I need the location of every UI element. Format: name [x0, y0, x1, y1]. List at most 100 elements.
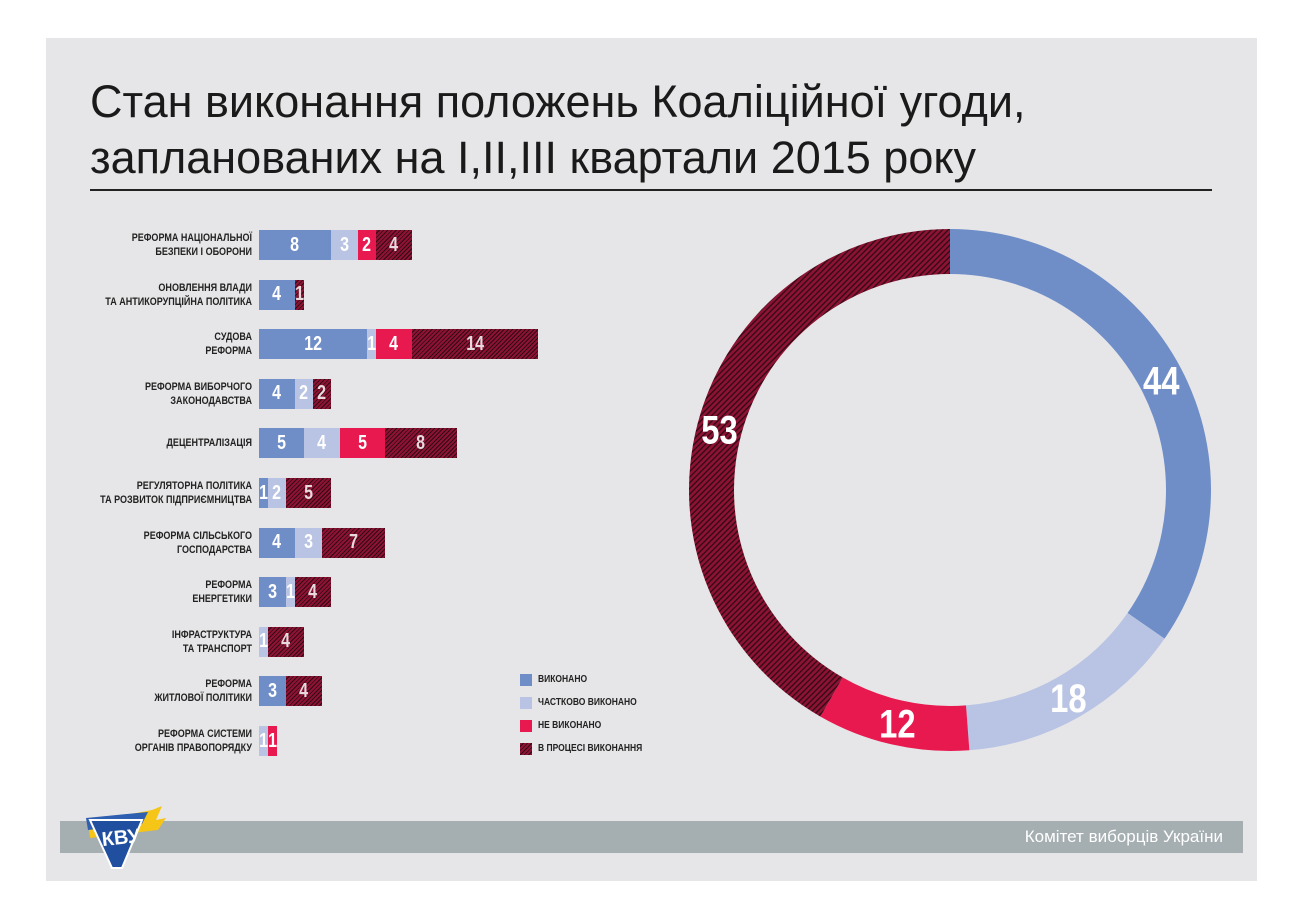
bar-value-label: 4: [299, 679, 309, 702]
bar-segment-in-process: 2: [313, 378, 331, 409]
category-label: ОНОВЛЕННЯ ВЛАДИ ТА АНТИКОРУПЦІЙНА ПОЛІТИК…: [95, 281, 252, 309]
bar-segment-done: 8: [259, 230, 331, 260]
bar-value-label: 1: [259, 481, 268, 504]
bar-value-label: 1: [259, 729, 268, 752]
bar-value-label: 1: [268, 729, 277, 752]
bar-value-label: 1: [367, 332, 376, 355]
legend-label-partial: ЧАСТКОВО ВИКОНАНО: [538, 697, 637, 708]
category-label-line: ТА РОЗВИТОК ПІДПРИЄМНИЦТВА: [100, 494, 252, 506]
category-label: РЕФОРМА ЖИТЛОВОЇ ПОЛІТИКИ: [95, 677, 252, 705]
category-label: СУДОВА РЕФОРМА: [95, 330, 252, 358]
bar-value-label: 7: [349, 531, 358, 554]
bar-value-label: 3: [268, 580, 277, 603]
category-label: ІНФРАСТРУКТУРА ТА ТРАНСПОРТ: [95, 628, 252, 656]
category-label-line: ДЕЦЕНТРАЛІЗАЦІЯ: [166, 437, 252, 450]
title-line-2: запланованих на I,II,III квартали 2015 р…: [90, 132, 977, 183]
legend-swatch-partial: [520, 696, 532, 709]
bar-value-label: 2: [299, 382, 309, 405]
bar-segment-partial: 1: [367, 329, 376, 360]
category-label-line: РЕФОРМА СИСТЕМИ: [158, 728, 252, 740]
legend-label-not-done: НЕ ВИКОНАНО: [538, 720, 602, 731]
category-label-line: РЕГУЛЯТОРНА ПОЛІТИКА: [136, 480, 252, 492]
bar-value-label: 3: [268, 679, 277, 702]
bar-value-label: 4: [272, 283, 282, 306]
donut-value-label: 12: [879, 702, 915, 747]
category-label-line: ОРГАНІВ ПРАВОПОРЯДКУ: [134, 742, 252, 754]
category-label-line: РЕФОРМА НАЦІОНАЛЬНОЇ: [131, 232, 252, 244]
bar-segment-not-done: 5: [340, 428, 385, 459]
category-label: РЕФОРМА СИСТЕМИ ОРГАНІВ ПРАВОПОРЯДКУ: [95, 727, 252, 755]
category-label: ДЕЦЕНТРАЛІЗАЦІЯ: [95, 436, 252, 450]
bar-value-label: 12: [304, 332, 322, 355]
bar-segment-not-done: 4: [376, 329, 412, 360]
bar-value-label: 8: [416, 431, 426, 454]
bar-row: 5 4 5 8: [259, 428, 457, 459]
legend-item-not-done: НЕ ВИКОНАНО: [520, 714, 661, 737]
bar-value-label: 4: [281, 630, 291, 653]
bar-segment-not-done: 2: [358, 230, 376, 260]
bar-value-label: 4: [272, 382, 282, 405]
category-label-line: РЕФОРМА: [205, 345, 252, 358]
bar-segment-partial: 2: [295, 378, 313, 409]
infographic-panel: [46, 38, 1257, 881]
chart-legend: ВИКОНАНО ЧАСТКОВО ВИКОНАНО НЕ ВИКОНАНО В…: [520, 668, 661, 760]
legend-item-done: ВИКОНАНО: [520, 668, 661, 691]
bar-value-label: 1: [286, 580, 295, 603]
bar-value-label: 4: [389, 332, 399, 355]
bar-segment-done: 4: [259, 378, 295, 409]
bar-value-label: 4: [317, 431, 327, 454]
bar-value-label: 2: [272, 481, 282, 504]
bar-value-label: 4: [389, 233, 399, 256]
category-label-line: РЕФОРМА ВИБОРЧОГО: [144, 380, 252, 393]
title-divider: [90, 189, 1212, 191]
category-label-line: РЕФОРМА: [205, 579, 252, 592]
category-label-line: РЕФОРМА: [205, 678, 252, 691]
bar-segment-done: 5: [259, 428, 304, 459]
donut-slice-done: [950, 229, 1211, 639]
bar-segment-in-process: 4: [295, 577, 331, 608]
bar-value-label: 5: [304, 481, 313, 504]
category-label-line: РЕФОРМА СІЛЬСЬКОГО: [143, 529, 252, 542]
bar-segment-in-process: 7: [322, 527, 385, 558]
bar-value-label: 5: [277, 431, 286, 454]
bar-value-label: 4: [272, 531, 282, 554]
category-label: РЕФОРМА ЕНЕРГЕТИКИ: [95, 578, 252, 606]
category-label-line: ІНФРАСТРУКТУРА: [171, 628, 252, 641]
category-label-line: ЖИТЛОВОЇ ПОЛІТИКИ: [154, 692, 252, 705]
donut-value-label: 44: [1143, 358, 1180, 403]
legend-label-done: ВИКОНАНО: [538, 674, 588, 685]
bar-value-label: 1: [259, 630, 268, 653]
donut-chart: 44 18 12 53: [689, 229, 1211, 751]
bar-segment-partial: 4: [304, 428, 340, 459]
category-label-line: ЗАКОНОДАВСТВА: [170, 394, 252, 407]
bar-segment-in-process: 8: [385, 428, 457, 459]
bar-segment-done: 12: [259, 329, 367, 360]
bar-value-label: 3: [304, 531, 313, 554]
legend-item-in-process: В ПРОЦЕСІ ВИКОНАННЯ: [520, 737, 661, 760]
bar-segment-in-process: 4: [268, 626, 304, 657]
bar-value-label: 4: [308, 580, 318, 603]
bar-value-label: 14: [466, 332, 484, 355]
bar-value-label: 3: [340, 233, 349, 256]
category-label: РЕГУЛЯТОРНА ПОЛІТИКА ТА РОЗВИТОК ПІДПРИЄМ…: [95, 479, 252, 507]
bar-value-label: 2: [362, 233, 372, 256]
footer-band: Комітет виборців України: [60, 821, 1243, 853]
category-label-line: СУДОВА: [214, 331, 252, 344]
bar-value-label: 8: [290, 233, 300, 256]
title-line-1: Стан виконання положень Коаліційної угод…: [90, 76, 1026, 127]
bar-value-label: 2: [317, 382, 327, 405]
category-label-line: ЕНЕРГЕТИКИ: [192, 593, 252, 606]
legend-swatch-in-process: [520, 742, 532, 755]
bar-segment-partial: 3: [331, 230, 358, 260]
bar-segment-partial: 3: [295, 527, 322, 558]
donut-value-label: 18: [1050, 676, 1086, 721]
svg-text:КВУ: КВУ: [101, 825, 142, 851]
category-label-line: БЕЗПЕКИ І ОБОРОНИ: [155, 246, 252, 258]
category-label-line: ТА ТРАНСПОРТ: [182, 642, 252, 655]
category-label-line: ТА АНТИКОРУПЦІЙНА ПОЛІТИКА: [105, 295, 252, 308]
page-title: Стан виконання положень Коаліційної угод…: [90, 74, 1210, 186]
